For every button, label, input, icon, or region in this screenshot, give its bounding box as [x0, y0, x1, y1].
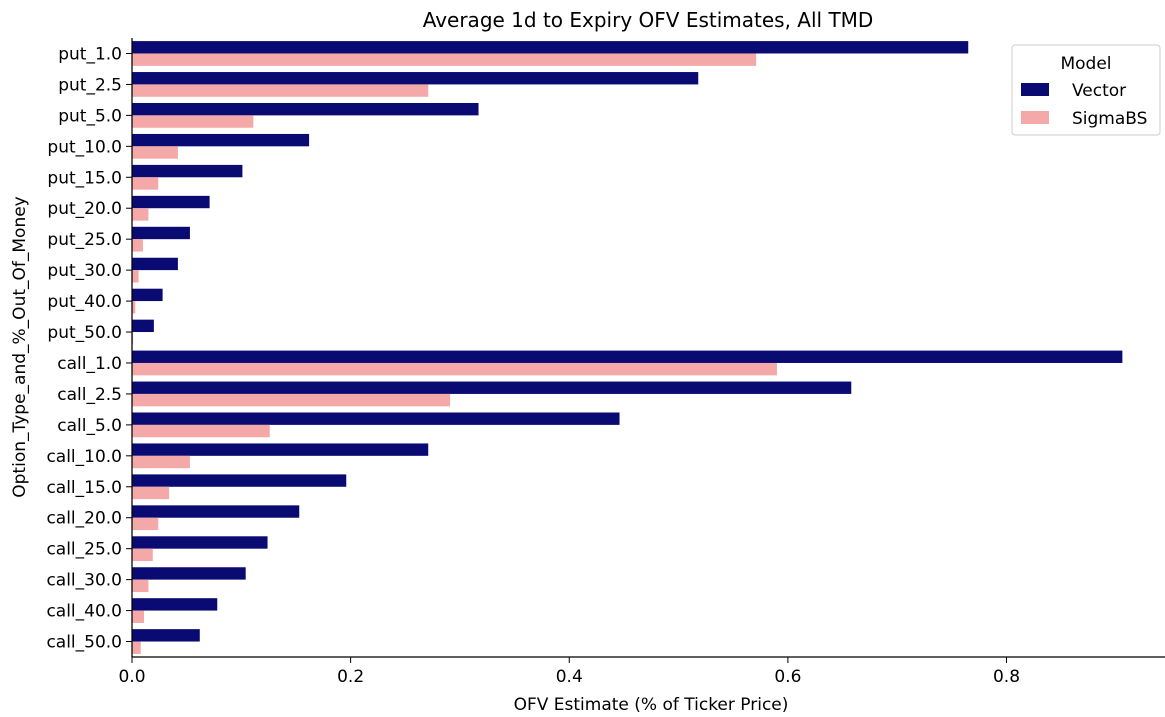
y-tick-label: put_15.0: [47, 168, 122, 188]
y-tick-label: put_5.0: [58, 106, 122, 126]
bar-vector-call-15-0: [132, 474, 347, 487]
legend: Model Vector SigmaBS: [1011, 44, 1161, 136]
bar-vector-call-50-0: [132, 629, 200, 642]
bar-vector-call-25-0: [132, 536, 268, 549]
y-tick-label: put_1.0: [58, 44, 122, 64]
bar-sigmabs-put-25-0: [132, 239, 143, 252]
bar-sigmabs-call-5-0: [132, 424, 270, 438]
bar-vector-put-15-0: [132, 164, 243, 178]
bar-vector-put-2-5: [132, 72, 699, 85]
bar-sigmabs-put-10-0: [132, 146, 178, 159]
bar-sigmabs-put-40-0: [132, 301, 136, 314]
chart-title: Average 1d to Expiry OFV Estimates, All …: [423, 8, 874, 32]
bar-vector-put-25-0: [132, 226, 190, 240]
x-axis-ticks: 0.0 0.2 0.4 0.6 0.8: [118, 657, 1020, 687]
y-tick-label: call_20.0: [46, 509, 122, 529]
bar-vector-put-5-0: [132, 102, 479, 116]
y-tick-label: put_25.0: [47, 230, 122, 250]
y-tick-label: call_50.0: [46, 633, 122, 653]
y-tick-label: put_50.0: [47, 323, 122, 343]
bars-group: [132, 41, 1123, 654]
y-tick-label: put_10.0: [47, 137, 122, 157]
bar-sigmabs-call-25-0: [132, 548, 153, 562]
y-tick-label: call_25.0: [46, 540, 122, 560]
y-tick-label: call_15.0: [46, 478, 122, 498]
bar-sigmabs-put-15-0: [132, 177, 159, 190]
y-tick-label: call_5.0: [57, 416, 122, 436]
y-tick-label: call_40.0: [46, 602, 122, 622]
y-tick-label: put_30.0: [47, 261, 122, 281]
legend-swatch-sigmabs: [1021, 111, 1049, 124]
x-tick-label: 0.0: [118, 667, 145, 687]
bar-sigmabs-call-2-5: [132, 393, 451, 407]
bar-vector-call-10-0: [132, 443, 429, 456]
legend-label-vector: Vector: [1072, 81, 1126, 101]
y-axis-ticks: put_1.0 put_2.5 put_5.0 put_10.0 put_15.0put…: [46, 44, 132, 653]
bar-vector-call-2-5: [132, 381, 852, 394]
bar-vector-put-20-0: [132, 195, 210, 209]
x-tick-label: 0.6: [774, 667, 801, 687]
y-axis-label: Option_Type_and_%_Out_Of_Money: [10, 196, 30, 497]
y-tick-label: call_10.0: [46, 447, 122, 467]
bar-sigmabs-call-15-0: [132, 486, 170, 500]
x-tick-label: 0.4: [556, 667, 583, 687]
legend-title: Model: [1060, 54, 1111, 74]
y-tick-label: call_2.5: [57, 385, 122, 405]
bar-sigmabs-call-10-0: [132, 455, 190, 469]
bar-sigmabs-put-5-0: [132, 115, 254, 128]
y-tick-label: put_2.5: [58, 75, 122, 95]
bar-sigmabs-call-1-0: [132, 362, 777, 376]
bar-vector-put-30-0: [132, 257, 178, 271]
bar-sigmabs-put-30-0: [132, 270, 139, 283]
bar-sigmabs-call-40-0: [132, 610, 145, 623]
y-tick-label: put_20.0: [47, 199, 122, 219]
bar-sigmabs-put-2-5: [132, 84, 429, 97]
x-tick-label: 0.8: [993, 667, 1020, 687]
bar-vector-call-1-0: [132, 350, 1123, 363]
legend-label-sigmabs: SigmaBS: [1072, 109, 1147, 129]
x-axis-label: OFV Estimate (% of Ticker Price): [514, 695, 789, 715]
bar-sigmabs-call-50-0: [132, 641, 141, 654]
bar-vector-call-20-0: [132, 505, 300, 518]
bar-vector-call-30-0: [132, 567, 246, 580]
bar-vector-put-1-0: [132, 41, 969, 54]
bar-sigmabs-put-1-0: [132, 53, 757, 66]
bar-vector-put-10-0: [132, 133, 310, 147]
legend-swatch-vector: [1021, 83, 1049, 96]
bar-vector-call-40-0: [132, 598, 218, 611]
bar-vector-put-40-0: [132, 288, 163, 302]
bar-vector-call-5-0: [132, 412, 620, 425]
y-tick-label: call_1.0: [57, 354, 122, 374]
bar-vector-put-50-0: [132, 319, 154, 333]
y-tick-label: call_30.0: [46, 571, 122, 591]
bar-sigmabs-put-20-0: [132, 208, 149, 221]
y-tick-label: put_40.0: [47, 292, 122, 312]
bar-sigmabs-call-20-0: [132, 517, 159, 531]
bar-sigmabs-call-30-0: [132, 579, 149, 593]
x-tick-label: 0.2: [337, 667, 364, 687]
